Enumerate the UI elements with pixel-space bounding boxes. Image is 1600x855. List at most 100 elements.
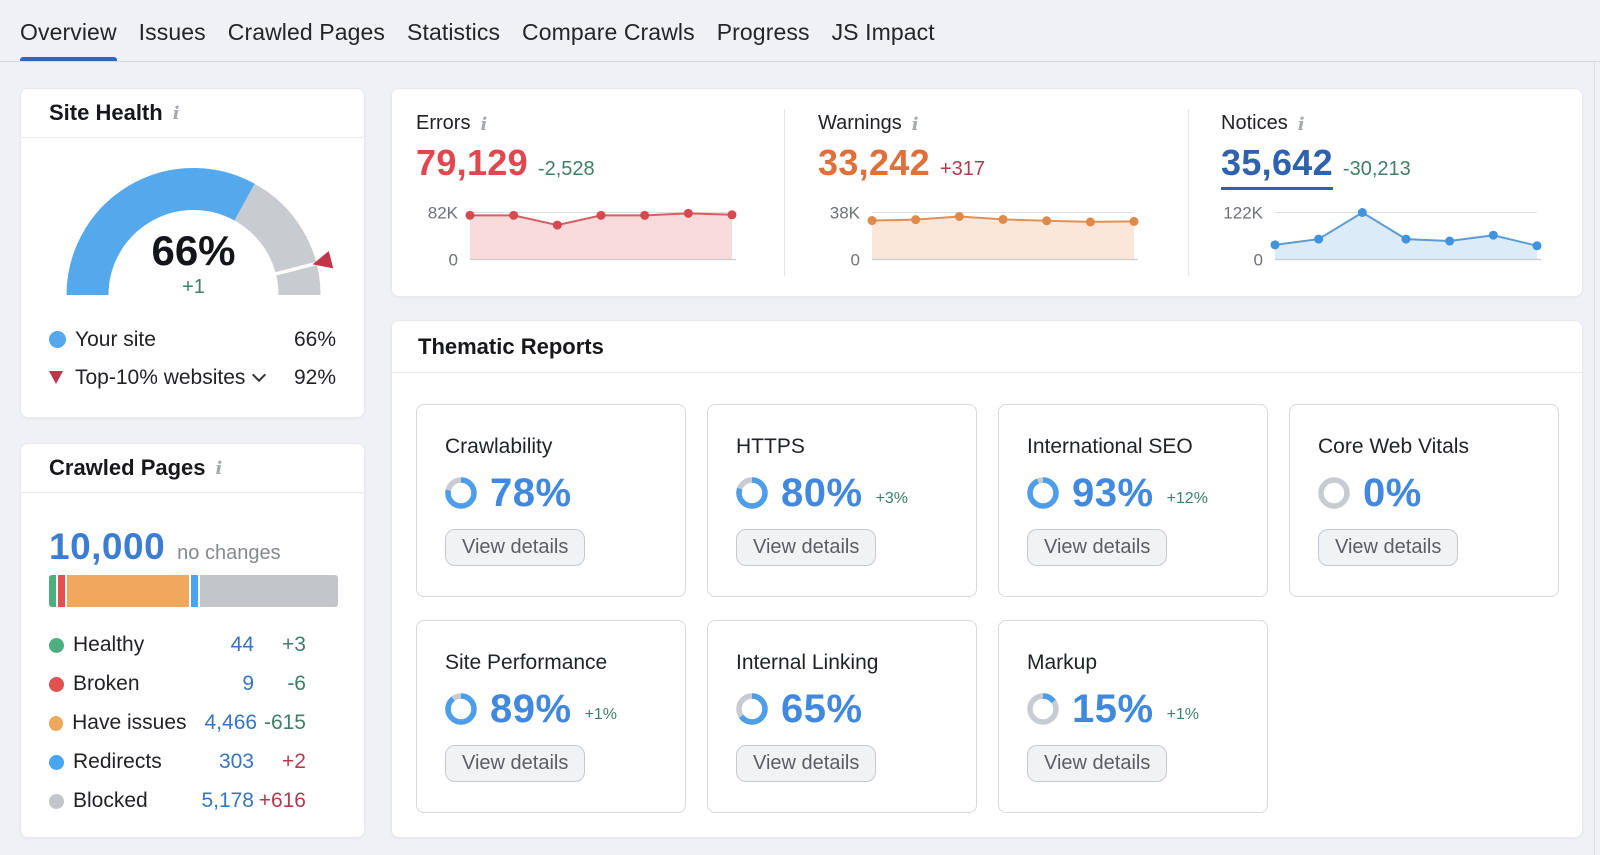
stat-value[interactable]: 79,129 — [416, 142, 528, 183]
legend-dot-icon — [49, 793, 64, 809]
report-percent: 65% — [781, 686, 863, 731]
report-percent: 15% — [1072, 686, 1154, 731]
stat-change: -2,528 — [537, 158, 595, 180]
thematic-reports-header: Thematic Reports — [392, 321, 1582, 373]
legend-value[interactable]: 303 — [218, 750, 254, 773]
stat-sparkline-notices: 122K 0 — [1223, 204, 1542, 270]
legend-value[interactable]: 5,178 — [201, 789, 254, 812]
bar-segment-healthy[interactable] — [49, 575, 56, 607]
crawled-pages-legend-row: Blocked 5,178 +616 — [49, 788, 336, 814]
gauge-center: 66% +1 — [21, 229, 366, 299]
legend-value[interactable]: 4,466 — [204, 711, 258, 734]
site-health-value: 66% — [151, 227, 236, 274]
crawled-pages-stacked-bar — [49, 575, 338, 607]
bar-segment-broken[interactable] — [57, 575, 65, 607]
svg-text:122K: 122K — [1223, 204, 1263, 223]
crawled-pages-total-note: no changes — [177, 542, 281, 564]
stat-label: Errors — [416, 112, 471, 134]
tab-overview[interactable]: Overview — [20, 3, 117, 61]
gauge-chart — [66, 168, 334, 296]
legend-change: +616 — [258, 789, 306, 812]
stat-value[interactable]: 33,242 — [818, 142, 930, 183]
info-icon[interactable]: i — [215, 458, 223, 479]
report-title: Crawlability — [445, 435, 553, 458]
legend-change: -6 — [287, 672, 306, 695]
view-details-button[interactable]: View details — [1027, 745, 1168, 782]
report-percent: 78% — [490, 470, 572, 515]
site-health-title: Site Health — [49, 100, 163, 125]
info-icon[interactable]: i — [480, 113, 488, 135]
report-title: International SEO — [1027, 435, 1193, 458]
tab-progress[interactable]: Progress — [716, 18, 810, 45]
chevron-down-icon[interactable] — [252, 367, 267, 383]
report-donut-icon — [445, 477, 477, 509]
stat-change: -30,213 — [1342, 158, 1411, 180]
crawled-pages-legend-row: Have issues 4,466 -615 — [49, 710, 336, 736]
legend-dot-icon — [49, 754, 64, 770]
top-nav: Overview Issues Crawled Pages Statistics Com… — [0, 0, 1600, 62]
divider — [1188, 109, 1189, 276]
legend-dot-icon — [49, 637, 64, 653]
tab-compare-crawls[interactable]: Compare Crawls — [522, 18, 695, 45]
tab-crawled-pages[interactable]: Crawled Pages — [227, 18, 386, 45]
view-details-button[interactable]: View details — [736, 745, 877, 782]
report-donut-icon — [736, 477, 768, 509]
legend-label: Healthy — [73, 633, 145, 656]
report-change: +1% — [584, 706, 618, 723]
benchmark-marker-icon — [312, 250, 334, 269]
info-icon[interactable]: i — [172, 103, 180, 124]
report-card-international-seo: International SEO 93% +12% View details — [998, 404, 1268, 597]
stat-sparkline-errors: 82K 0 — [428, 204, 737, 270]
report-percent: 80% — [781, 470, 863, 515]
view-details-button[interactable]: View details — [736, 529, 877, 566]
crawled-pages-total[interactable]: 10,000 — [49, 526, 166, 567]
bar-segment-blocked[interactable] — [200, 575, 338, 607]
bar-segment-have-issues[interactable] — [66, 575, 190, 607]
right-edge-divider — [1594, 62, 1595, 855]
svg-text:0: 0 — [1254, 251, 1263, 270]
report-percent: 93% — [1072, 470, 1154, 515]
legend-value[interactable]: 44 — [230, 633, 254, 656]
tab-issues[interactable]: Issues — [138, 18, 206, 45]
report-donut-icon — [1027, 477, 1059, 509]
view-details-button[interactable]: View details — [445, 529, 586, 566]
stat-value[interactable]: 35,642 — [1221, 143, 1333, 190]
bar-segment-redirects[interactable] — [191, 575, 199, 607]
stat-change: +317 — [939, 158, 985, 180]
top10-label[interactable]: Top-10% websites — [75, 366, 276, 390]
crawled-pages-card: Crawled Pages i 10,000 no changes Health… — [20, 443, 365, 838]
report-title: Markup — [1027, 651, 1098, 674]
info-icon[interactable]: i — [911, 113, 919, 135]
view-details-button[interactable]: View details — [1027, 529, 1168, 566]
view-details-button[interactable]: View details — [445, 745, 586, 782]
report-card-markup: Markup 15% +1% View details — [998, 620, 1268, 813]
legend-label: Broken — [73, 672, 140, 695]
crawled-pages-title: Crawled Pages — [49, 455, 206, 480]
view-details-button[interactable]: View details — [1318, 529, 1459, 566]
legend-dot-icon — [49, 676, 64, 692]
your-site-label: Your site — [75, 327, 156, 351]
tab-js-impact[interactable]: JS Impact — [831, 18, 935, 45]
report-change: +1% — [1166, 706, 1200, 723]
report-card-site-performance: Site Performance 89% +1% View details — [416, 620, 686, 813]
report-card-crawlability: Crawlability 78% View details — [416, 404, 686, 597]
report-title: Core Web Vitals — [1318, 435, 1469, 458]
svg-text:82K: 82K — [428, 204, 459, 223]
tab-statistics[interactable]: Statistics — [407, 18, 501, 45]
report-donut-icon — [445, 693, 477, 725]
top10-value: 92% — [293, 365, 336, 389]
site-health-gauge — [21, 147, 366, 299]
report-percent: 0% — [1363, 470, 1422, 515]
info-icon[interactable]: i — [1297, 113, 1305, 135]
legend-label: Blocked — [73, 789, 148, 812]
benchmark-triangle-icon — [49, 371, 75, 384]
report-change: +3% — [875, 490, 909, 507]
site-health-card: Site Health i 66% +1 Your site 66% Top-1… — [20, 88, 365, 418]
legend-dot-icon — [49, 715, 64, 731]
report-title: HTTPS — [736, 435, 805, 458]
legend-value[interactable]: 9 — [242, 672, 254, 695]
svg-text:0: 0 — [851, 251, 860, 270]
report-change: +12% — [1166, 490, 1208, 507]
svg-text:0: 0 — [449, 251, 458, 270]
legend-change: +3 — [282, 633, 306, 656]
